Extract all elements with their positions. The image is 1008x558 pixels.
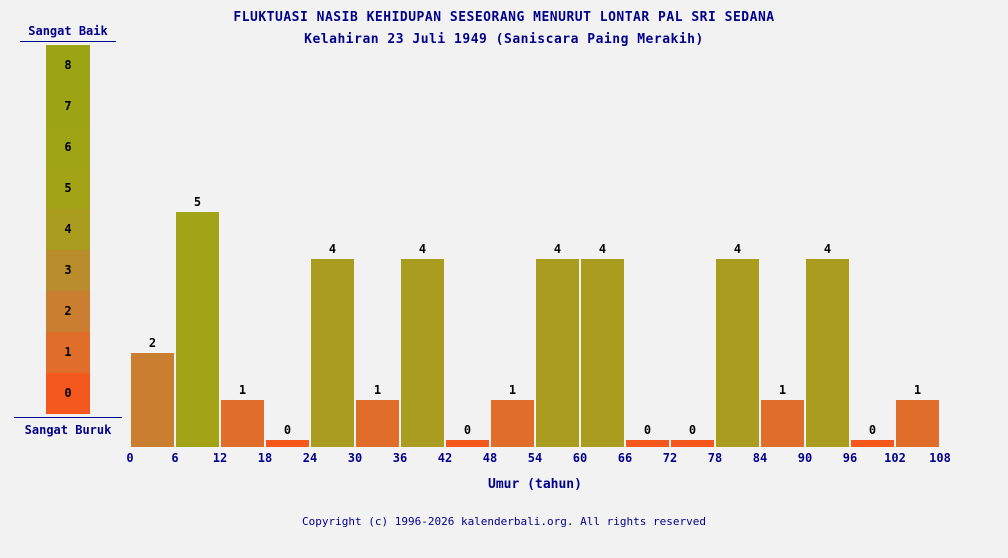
bar-value-label-66-72: 0	[643, 423, 652, 437]
bar-value-label-96-102: 0	[868, 423, 877, 437]
copyright: Copyright (c) 1996-2026 kalenderbali.org…	[302, 515, 706, 528]
bar-value-label-84-90: 1	[778, 383, 787, 397]
x-tick-6: 6	[171, 451, 179, 465]
legend-block-1: 1	[46, 332, 90, 373]
legend-top-label: Sangat Baik	[20, 24, 116, 42]
bar-value-label-24-30: 4	[328, 242, 337, 256]
bar-value-label-78-84: 4	[733, 242, 742, 256]
x-tick-90: 90	[797, 451, 813, 465]
bar-age-0-6	[131, 353, 174, 447]
x-tick-72: 72	[662, 451, 678, 465]
bar-age-54-60	[536, 259, 579, 447]
bar-value-label-12-18: 1	[238, 383, 247, 397]
bar-age-84-90	[761, 400, 804, 447]
legend-block-7: 7	[46, 86, 90, 127]
bar-age-60-66	[581, 259, 624, 447]
bar-age-96-102	[851, 440, 894, 447]
bar-age-12-18	[221, 400, 264, 447]
bar-value-label-30-36: 1	[373, 383, 382, 397]
bar-age-42-48	[446, 440, 489, 447]
bar-age-30-36	[356, 400, 399, 447]
bar-value-label-72-78: 0	[688, 423, 697, 437]
x-axis-ticks: 0 6 12 18 24 30 36 42 48 54 60 66 72 78 84 90 96 102 108	[126, 451, 950, 467]
bar-value-label-48-54: 1	[508, 383, 517, 397]
bar-value-label-6-12: 5	[193, 195, 202, 209]
chart-header: FLUKTUASI NASIB KEHIDUPAN SESEORANG MENU…	[0, 10, 1008, 47]
x-tick-84: 84	[752, 451, 768, 465]
bar-value-label-18-24: 0	[283, 423, 292, 437]
chart-subtitle: Kelahiran 23 Juli 1949 (Saniscara Paing …	[304, 32, 704, 47]
legend-block-4: 4	[46, 209, 90, 250]
bar-age-66-72	[626, 440, 669, 447]
bar-value-label-0-6: 2	[148, 336, 157, 350]
x-tick-42: 42	[437, 451, 453, 465]
x-tick-24: 24	[302, 451, 318, 465]
legend-block-5: 5	[46, 168, 90, 209]
legend-block-2: 2	[46, 291, 90, 332]
bar-value-label-102-108: 1	[913, 383, 922, 397]
chart-title: FLUKTUASI NASIB KEHIDUPAN SESEORANG MENU…	[233, 10, 775, 25]
bar-value-label-60-66: 4	[598, 242, 607, 256]
bar-age-6-12	[176, 212, 219, 447]
x-tick-54: 54	[527, 451, 543, 465]
x-tick-0: 0	[126, 451, 134, 465]
bar-age-90-96	[806, 259, 849, 447]
x-tick-30: 30	[347, 451, 363, 465]
legend-block-8: 8	[46, 45, 90, 86]
x-tick-36: 36	[392, 451, 408, 465]
legend-block-6: 6	[46, 127, 90, 168]
bar-age-24-30	[311, 259, 354, 447]
legend-block-0: 0	[46, 373, 90, 414]
x-tick-12: 12	[212, 451, 228, 465]
x-tick-48: 48	[482, 451, 498, 465]
x-tick-60: 60	[572, 451, 588, 465]
bar-age-72-78	[671, 440, 714, 447]
x-tick-18: 18	[257, 451, 273, 465]
bar-value-label-54-60: 4	[553, 242, 562, 256]
plot-area: 2 5 1 0 4 1 4 0 1 4 4 0 0 4 1 4 0 1	[130, 67, 940, 447]
x-tick-66: 66	[617, 451, 633, 465]
x-tick-96: 96	[842, 451, 858, 465]
legend-bottom-label: Sangat Buruk	[14, 417, 122, 437]
bar-age-78-84	[716, 259, 759, 447]
x-tick-102: 102	[884, 451, 906, 465]
bar-age-48-54	[491, 400, 534, 447]
legend-block-3: 3	[46, 250, 90, 291]
x-axis-label: Umur (tahun)	[488, 477, 582, 492]
x-tick-78: 78	[707, 451, 723, 465]
bar-value-label-90-96: 4	[823, 242, 832, 256]
bar-value-label-42-48: 0	[463, 423, 472, 437]
bar-age-36-42	[401, 259, 444, 447]
bar-age-18-24	[266, 440, 309, 447]
bar-age-102-108	[896, 400, 939, 447]
bar-value-label-36-42: 4	[418, 242, 427, 256]
x-tick-108: 108	[929, 451, 951, 465]
